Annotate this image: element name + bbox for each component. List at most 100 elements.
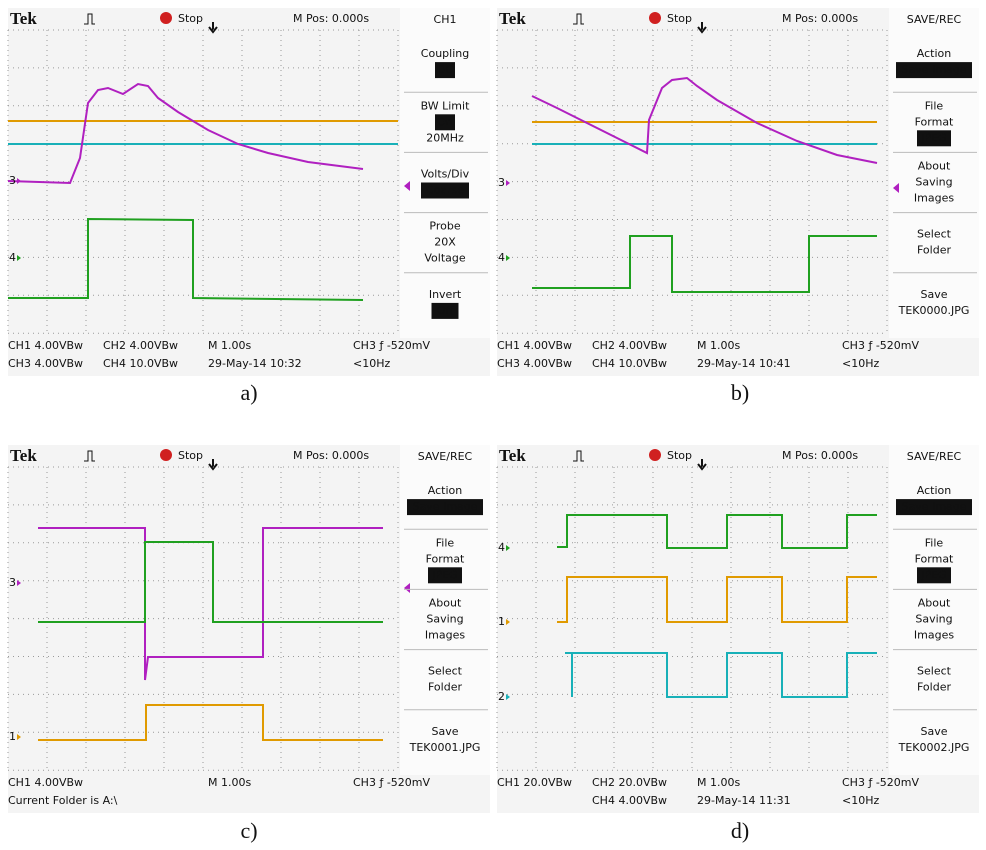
menu-label: Action bbox=[917, 484, 951, 497]
status-text: M 1.00s bbox=[208, 776, 251, 789]
menu-label: Images bbox=[914, 629, 954, 642]
status-text: 29-May-14 10:41 bbox=[697, 357, 791, 370]
status-text: CH3 ƒ -520mV bbox=[842, 339, 919, 352]
status-text: <10Hz bbox=[842, 794, 879, 807]
menu-label: File bbox=[436, 536, 455, 549]
menu-label: Images bbox=[425, 629, 465, 642]
caption: a) bbox=[240, 380, 257, 405]
status-text: 29-May-14 11:31 bbox=[697, 794, 791, 807]
run-status: Stop bbox=[178, 12, 203, 25]
menu-value: DC bbox=[437, 63, 453, 76]
brand: Tek bbox=[10, 9, 37, 28]
figure: TekStopM Pos: 0.000s34CH1CouplingDCBW Li… bbox=[0, 0, 986, 850]
menu-label: Format bbox=[915, 552, 954, 565]
stop-dot bbox=[160, 12, 172, 24]
menu-label: Saving bbox=[426, 613, 463, 626]
menu-value: JPEG bbox=[920, 131, 946, 144]
status-text: M 1.00s bbox=[697, 339, 740, 352]
status-text: CH1 4.00VBw bbox=[8, 776, 83, 789]
menu-label: BW Limit bbox=[421, 99, 470, 112]
run-status: Stop bbox=[667, 12, 692, 25]
menu-title: SAVE/REC bbox=[418, 450, 473, 463]
brand: Tek bbox=[10, 446, 37, 465]
menu-label: TEK0002.JPG bbox=[898, 741, 970, 754]
menu-label: Coupling bbox=[421, 47, 469, 60]
menu-title: SAVE/REC bbox=[907, 450, 962, 463]
menu-value: On bbox=[437, 115, 453, 128]
channel-marker: 1 bbox=[9, 730, 16, 743]
menu-label: Select bbox=[428, 665, 463, 678]
menu-label: Action bbox=[428, 484, 462, 497]
m-pos: M Pos: 0.000s bbox=[293, 449, 369, 462]
status-text: Current Folder is A:\ bbox=[8, 794, 118, 807]
m-pos: M Pos: 0.000s bbox=[293, 12, 369, 25]
menu-value: Off bbox=[437, 304, 454, 317]
menu-label: Save bbox=[920, 725, 947, 738]
menu-label: About bbox=[429, 597, 462, 610]
menu-label: Select bbox=[917, 228, 952, 241]
menu-label: Select bbox=[917, 665, 952, 678]
channel-marker: 1 bbox=[498, 615, 505, 628]
channel-marker: 4 bbox=[9, 251, 16, 264]
menu-label: Action bbox=[917, 47, 951, 60]
status-text: CH4 10.0VBw bbox=[103, 357, 178, 370]
status-text: CH3 ƒ -520mV bbox=[842, 776, 919, 789]
menu-label: Format bbox=[915, 115, 954, 128]
channel-marker: 3 bbox=[9, 174, 16, 187]
stop-dot bbox=[160, 449, 172, 461]
menu-label: Folder bbox=[428, 681, 462, 694]
menu-note: 20MHz bbox=[426, 131, 464, 144]
status-text: CH2 4.00VBw bbox=[592, 339, 667, 352]
menu-value: Coarse bbox=[426, 184, 464, 197]
menu-label: File bbox=[925, 99, 944, 112]
status-text: CH2 20.0VBw bbox=[592, 776, 667, 789]
m-pos: M Pos: 0.000s bbox=[782, 12, 858, 25]
channel-marker: 2 bbox=[498, 690, 505, 703]
menu-label: TEK0001.JPG bbox=[409, 741, 481, 754]
scope-screen: TekStopM Pos: 0.000s34CH1CouplingDCBW Li… bbox=[8, 8, 490, 376]
status-text: CH3 4.00VBw bbox=[8, 357, 83, 370]
status-text: CH4 4.00VBw bbox=[592, 794, 667, 807]
menu-label: About bbox=[918, 160, 951, 173]
menu-label: About bbox=[918, 597, 951, 610]
menu-value: Save Image bbox=[902, 500, 967, 513]
m-pos: M Pos: 0.000s bbox=[782, 449, 858, 462]
menu-label: Save bbox=[920, 288, 947, 301]
channel-marker: 4 bbox=[498, 251, 505, 264]
menu-value: JPEG bbox=[920, 568, 946, 581]
stop-dot bbox=[649, 12, 661, 24]
status-text: <10Hz bbox=[842, 357, 879, 370]
status-text: CH1 4.00VBw bbox=[8, 339, 83, 352]
menu-label: Probe bbox=[429, 220, 460, 233]
status-text: CH1 4.00VBw bbox=[497, 339, 572, 352]
menu-value: Save Image bbox=[902, 63, 967, 76]
channel-marker: 3 bbox=[498, 176, 505, 189]
menu-label: Volts/Div bbox=[421, 168, 470, 181]
menu-label: Invert bbox=[429, 288, 462, 301]
stop-dot bbox=[649, 449, 661, 461]
channel-marker: 3 bbox=[9, 576, 16, 589]
menu-value: Save Image bbox=[413, 500, 478, 513]
menu-label: File bbox=[925, 536, 944, 549]
status-text: CH4 10.0VBw bbox=[592, 357, 667, 370]
status-text: M 1.00s bbox=[208, 339, 251, 352]
scope-screen: Tek Stop M Pos: 0.000s 4 1 2 SAVE/REC Action Sav… bbox=[497, 445, 979, 813]
menu-value: JPEG bbox=[431, 568, 457, 581]
status-text: CH3 4.00VBw bbox=[497, 357, 572, 370]
menu-title: SAVE/REC bbox=[907, 13, 962, 26]
menu-label: Save bbox=[431, 725, 458, 738]
status-text: M 1.00s bbox=[697, 776, 740, 789]
status-text: <10Hz bbox=[353, 357, 390, 370]
caption: d) bbox=[731, 818, 749, 843]
status-text: 29-May-14 10:32 bbox=[208, 357, 302, 370]
brand: Tek bbox=[499, 446, 526, 465]
menu-label: Images bbox=[914, 192, 954, 205]
status-text: CH3 ƒ -520mV bbox=[353, 776, 430, 789]
menu-label: Folder bbox=[917, 681, 951, 694]
status-text: CH2 4.00VBw bbox=[103, 339, 178, 352]
channel-marker: 4 bbox=[498, 541, 505, 554]
run-status: Stop bbox=[667, 449, 692, 462]
menu-label: TEK0000.JPG bbox=[898, 304, 970, 317]
